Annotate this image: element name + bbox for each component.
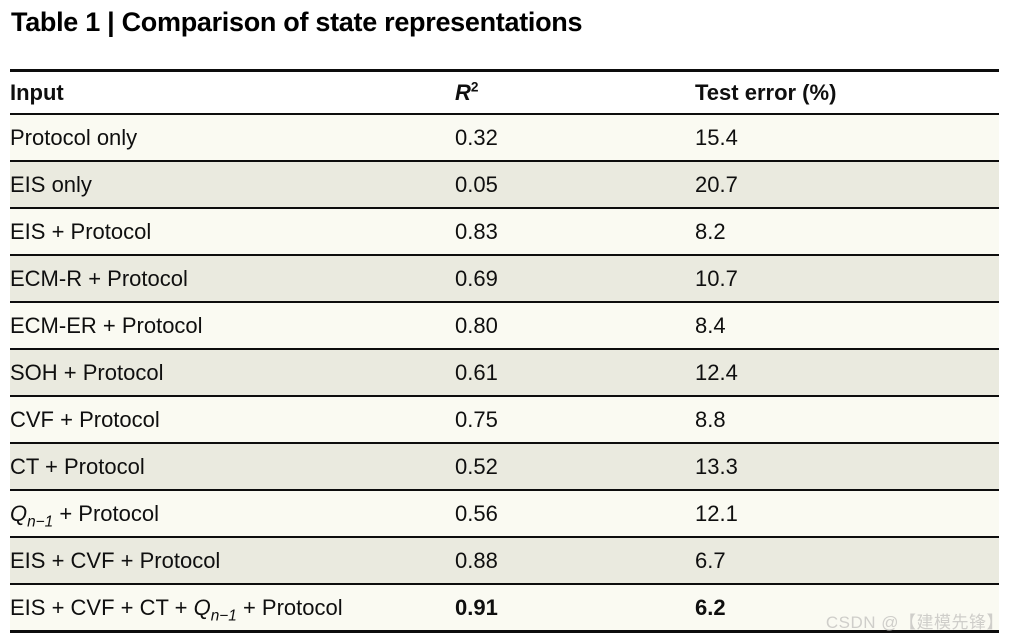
table-row: EIS + CVF + Protocol 0.88 6.7 xyxy=(10,537,999,585)
cell-r2: 0.52 xyxy=(455,443,695,491)
cell-test-error: 20.7 xyxy=(695,161,999,209)
cell-r2: 0.61 xyxy=(455,349,695,397)
table-row: EIS + Protocol 0.83 8.2 xyxy=(10,208,999,256)
comparison-table: Input R2 Test error (%) Protocol only 0.3… xyxy=(10,69,999,633)
table-row: CVF + Protocol 0.75 8.8 xyxy=(10,396,999,444)
cell-r2: 0.83 xyxy=(455,208,695,256)
col-header-test-error: Test error (%) xyxy=(695,69,999,115)
cell-test-error: 13.3 xyxy=(695,443,999,491)
cell-test-error: 6.7 xyxy=(695,537,999,585)
table-body: Protocol only 0.32 15.4 EIS only 0.05 20.7 EIS… xyxy=(10,114,999,633)
cell-test-error: 6.2 xyxy=(695,584,999,633)
cell-r2: 0.88 xyxy=(455,537,695,585)
cell-test-error: 8.8 xyxy=(695,396,999,444)
cell-test-error: 8.4 xyxy=(695,302,999,350)
table-row: SOH + Protocol 0.61 12.4 xyxy=(10,349,999,397)
cell-test-error: 15.4 xyxy=(695,114,999,162)
cell-input: CVF + Protocol xyxy=(10,396,455,444)
table-row: EIS only 0.05 20.7 xyxy=(10,161,999,209)
cell-input: ECM-R + Protocol xyxy=(10,255,455,303)
cell-input: Protocol only xyxy=(10,114,455,162)
cell-input: EIS only xyxy=(10,161,455,209)
cell-input: EIS + CVF + Protocol xyxy=(10,537,455,585)
cell-test-error: 12.4 xyxy=(695,349,999,397)
table-row: Qn−1 + Protocol 0.56 12.1 xyxy=(10,490,999,538)
table-row: ECM-R + Protocol 0.69 10.7 xyxy=(10,255,999,303)
cell-r2: 0.69 xyxy=(455,255,695,303)
table-row: ECM-ER + Protocol 0.80 8.4 xyxy=(10,302,999,350)
cell-r2: 0.91 xyxy=(455,584,695,633)
cell-r2: 0.56 xyxy=(455,490,695,538)
page-title: Table 1 | Comparison of state representa… xyxy=(11,7,583,37)
table-row: CT + Protocol 0.52 13.3 xyxy=(10,443,999,491)
cell-input: EIS + Protocol xyxy=(10,208,455,256)
cell-r2: 0.32 xyxy=(455,114,695,162)
csdn-watermark: CSDN @【建模先锋】 xyxy=(825,613,1004,632)
header-row: Input R2 Test error (%) xyxy=(10,69,999,115)
table-row: EIS + CVF + CT + Qn−1 + Protocol 0.91 6.2 xyxy=(10,584,999,633)
col-header-input: Input xyxy=(10,69,455,115)
cell-test-error: 8.2 xyxy=(695,208,999,256)
col-header-r2: R2 xyxy=(455,69,695,115)
table-row: Protocol only 0.32 15.4 xyxy=(10,114,999,162)
cell-input: SOH + Protocol xyxy=(10,349,455,397)
cell-input: EIS + CVF + CT + Qn−1 + Protocol xyxy=(10,584,455,633)
cell-input: ECM-ER + Protocol xyxy=(10,302,455,350)
cell-r2: 0.05 xyxy=(455,161,695,209)
cell-r2: 0.80 xyxy=(455,302,695,350)
cell-test-error: 12.1 xyxy=(695,490,999,538)
comparison-table-wrap: Input R2 Test error (%) Protocol only 0.3… xyxy=(10,69,999,633)
cell-input: CT + Protocol xyxy=(10,443,455,491)
cell-r2: 0.75 xyxy=(455,396,695,444)
table-header: Input R2 Test error (%) xyxy=(10,69,999,115)
cell-input: Qn−1 + Protocol xyxy=(10,490,455,538)
cell-test-error: 10.7 xyxy=(695,255,999,303)
